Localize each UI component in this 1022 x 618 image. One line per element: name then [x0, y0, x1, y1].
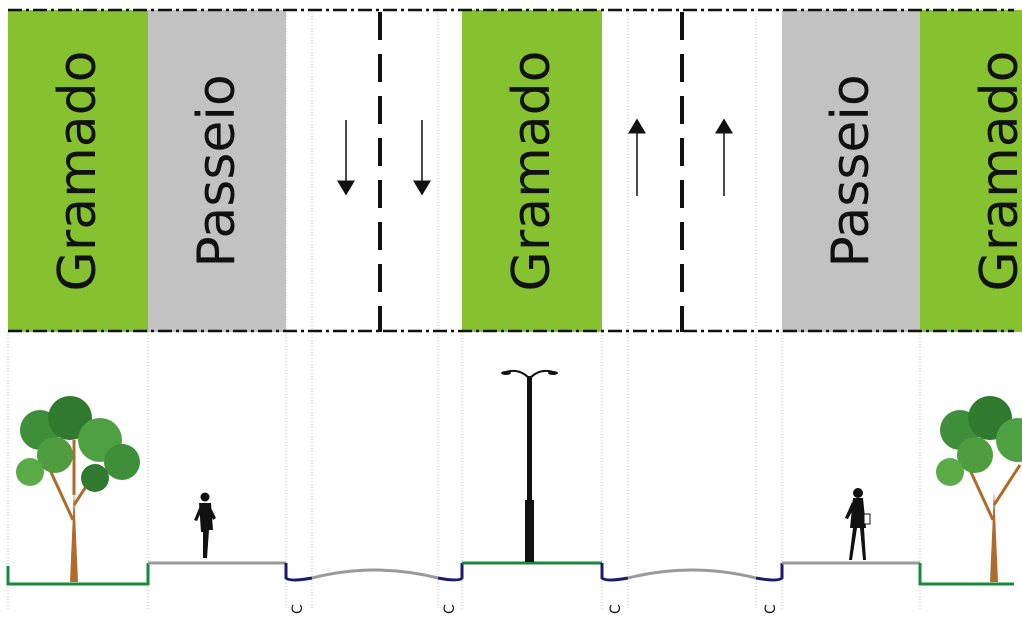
curb-mark: C	[763, 604, 779, 614]
grass-ground-left	[6, 563, 150, 586]
curb-right-outer	[755, 563, 784, 582]
curb-left-outer	[284, 563, 313, 582]
curb-right-median	[600, 563, 629, 582]
street-lamp-icon	[501, 369, 558, 562]
plan-strip-grass-left: Gramado	[8, 10, 148, 332]
curb-mark: C	[608, 604, 624, 614]
road-crown-left	[311, 568, 439, 580]
plan-boundary-lines	[8, 8, 1014, 333]
curb-mark: C	[442, 604, 458, 614]
pedestrian-man-icon	[194, 492, 216, 558]
plan-strip-sidewalk-right: Passeio	[782, 10, 920, 332]
curb-marks: C C C C	[290, 604, 779, 614]
pedestrian-woman-icon	[845, 488, 871, 560]
plan-strip-grass-right: Gramado	[920, 10, 1022, 332]
guide-lines	[7, 10, 921, 610]
plan-strip-median-grass: Gramado	[462, 10, 602, 332]
curb-mark: C	[290, 604, 306, 614]
grass-ground-right	[918, 563, 1014, 586]
lane-dividers	[378, 12, 684, 332]
curb-left-median	[437, 563, 464, 582]
tree-icon	[16, 396, 140, 582]
plan-strip-sidewalk-left: Passeio	[148, 10, 286, 332]
cross-section-profile	[6, 561, 1014, 586]
lane-arrows	[337, 118, 733, 196]
road-crown-right	[627, 568, 757, 580]
tree-icon	[936, 396, 1022, 582]
